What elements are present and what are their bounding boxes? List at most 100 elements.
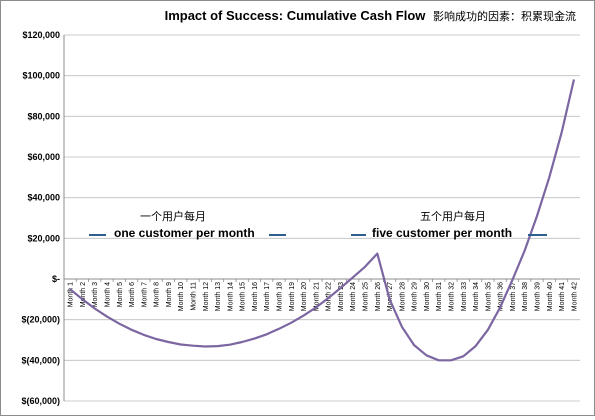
data-point [229,344,231,346]
y-tick-label: $- [52,274,60,284]
data-point [487,329,489,331]
data-point [94,307,96,310]
x-tick-label: Month 26 [375,282,382,311]
x-tick-label: Month 17 [264,282,271,311]
data-point [327,297,329,299]
x-tick-label: Month 8 [154,282,161,307]
data-point [352,276,354,279]
x-tick-label: Month 15 [240,282,247,311]
series-layer [69,79,575,362]
annotation-2-cn: 五个用户每月 [420,209,486,223]
chart-title: Impact of Success: Cumulative Cash Flow [165,8,427,23]
data-point [511,279,514,281]
x-tick-label: Month 3 [92,282,99,307]
y-tick-label: $120,000 [22,30,60,40]
annotation-one-customer: 一个用户每月 one customer per month [89,209,286,240]
y-tick-label: $60,000 [27,152,60,162]
x-tick-label: Month 36 [498,282,505,311]
data-point [401,326,403,328]
data-point [560,132,563,134]
x-tick-label: Month 29 [412,282,419,311]
data-point [339,287,342,289]
data-point [266,333,268,335]
x-tick-label: Month 2 [80,282,87,307]
y-tick-label: $(60,000) [21,396,60,406]
axes [63,35,580,401]
data-point [155,338,157,340]
data-point [425,354,428,356]
x-tick-label: Month 1 [68,282,75,307]
annotation-2-en: five customer per month [372,226,512,240]
data-point [253,337,256,340]
x-tick-label: Month 13 [215,282,222,311]
data-point [462,355,464,357]
y-tick-label: $(20,000) [21,315,60,325]
x-tick-label: Month 38 [522,282,529,311]
x-tick-label: Month 37 [510,282,517,311]
x-tick-label: Month 19 [289,282,296,311]
annotation-1-cn: 一个用户每月 [140,209,206,223]
x-tick-label: Month 23 [338,282,345,311]
data-point [413,344,415,346]
x-tick-label: Month 24 [350,282,357,311]
y-tick-label: $20,000 [27,233,60,243]
x-tick-label: Month 14 [227,282,234,311]
data-point [388,298,391,300]
data-point [438,359,440,361]
chart-subtitle: 影响成功的因素：积累现金流 [433,9,576,23]
data-point [474,345,477,347]
annotation-1-en: one customer per month [114,226,255,240]
data-point [536,215,538,217]
data-point [302,315,305,317]
x-tick-label: Month 28 [399,282,406,311]
x-tick-label: Month 30 [424,282,431,311]
x-tick-label: Month 4 [105,282,112,307]
data-point [143,334,145,336]
x-tick-label: Month 20 [301,282,308,311]
x-tick-label: Month 10 [178,282,185,311]
x-tick-label: Month 35 [485,282,492,311]
x-tick-label: Month 31 [436,282,443,311]
data-point [106,316,108,318]
y-tick-label: $(40,000) [21,355,60,365]
x-tick-label: Month 21 [313,282,320,311]
x-tick-label: Month 6 [129,282,136,307]
x-tick-label: Month 32 [449,282,456,311]
data-point [524,249,526,252]
x-tick-label: Month 16 [252,282,259,311]
annotation-five-customers: 五个用户每月 five customer per month [351,209,547,240]
x-tick-label: Month 9 [166,282,173,307]
data-point [278,328,280,330]
x-tick-label: Month 42 [571,282,578,311]
x-tick-label: Month 27 [387,282,394,311]
x-tick-label: Month 41 [559,282,566,311]
data-point [118,323,120,325]
y-tick-label: $40,000 [27,193,60,203]
data-point [573,79,575,81]
y-tick-label: $100,000 [22,71,60,81]
x-tick-label: Month 7 [141,282,148,307]
data-point [499,306,501,309]
data-point [192,345,194,347]
data-point [180,343,182,346]
x-tick-label: Month 25 [363,282,370,311]
data-point [548,176,550,178]
data-point [204,345,206,348]
x-tick-label: Month 39 [535,282,542,311]
data-point [130,329,133,331]
data-point [450,359,452,361]
x-tick-label: Month 18 [277,282,284,311]
data-point [69,288,71,290]
x-tick-label: Month 33 [461,282,468,311]
x-axis-ticks: Month 1 Month 2 Month 3 Month 4 Month 5 Month… [63,279,578,311]
data-point [290,322,292,324]
data-point [167,341,170,343]
data-point [241,341,243,343]
x-tick-label: Month 11 [191,282,198,311]
data-point [81,298,84,300]
x-tick-label: Month 5 [117,282,124,307]
data-point [216,345,219,347]
data-point [315,306,317,309]
